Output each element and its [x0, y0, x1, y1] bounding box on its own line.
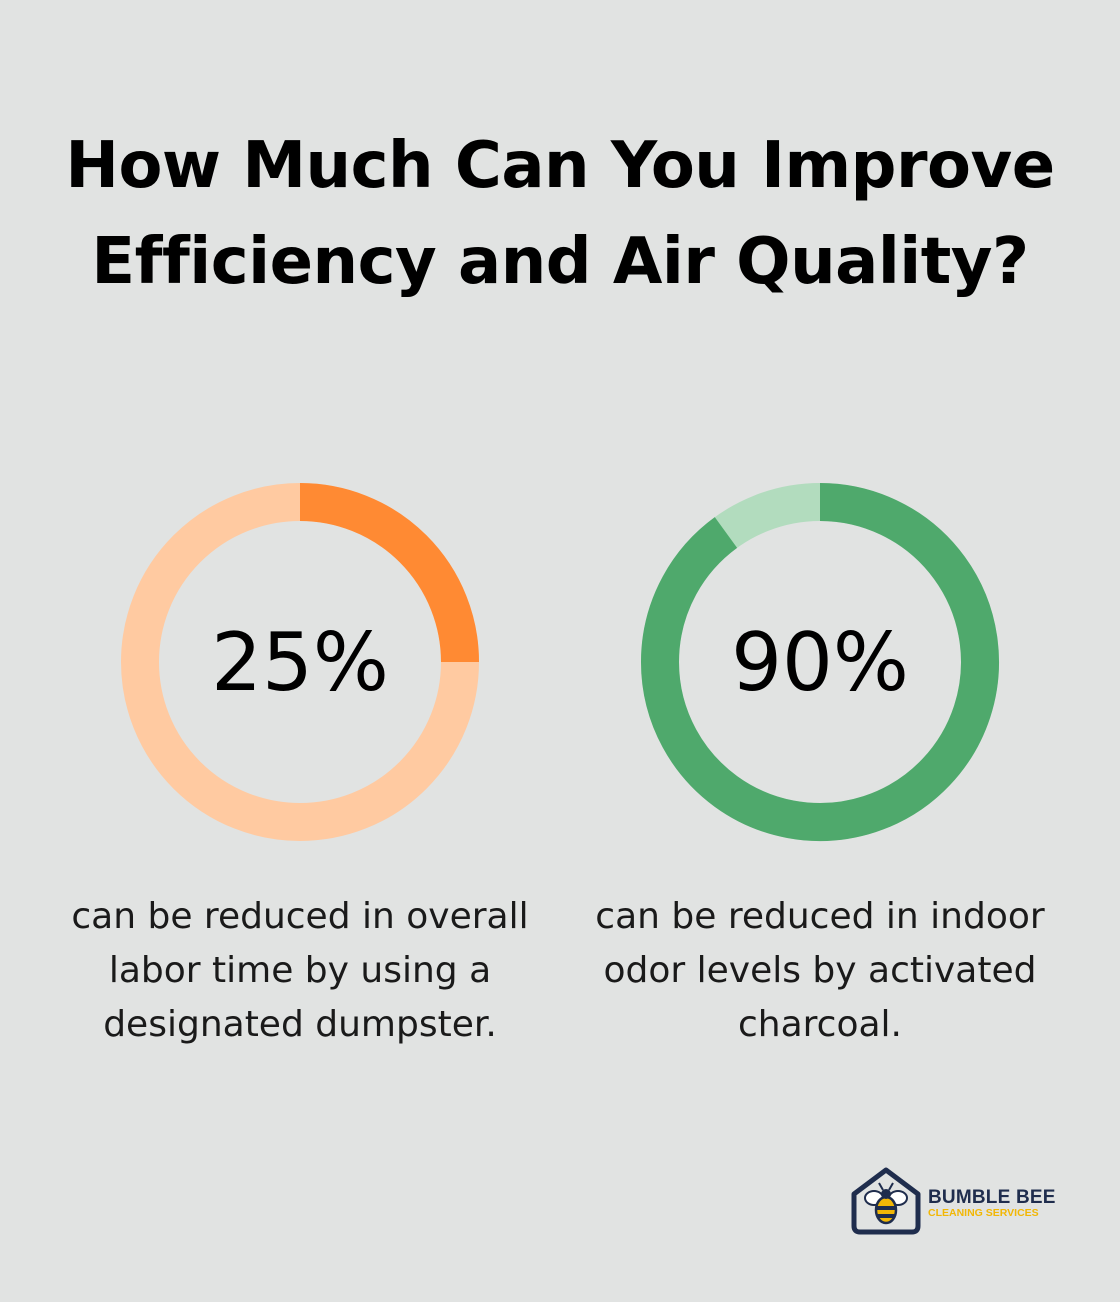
donut-value-arc: [641, 483, 999, 841]
donut-value-arc: [299, 483, 479, 663]
page-title: How Much Can You Improve Efficiency and …: [65, 129, 1055, 299]
donut-chart-labor-time: 25%: [108, 470, 492, 854]
donut-percent-label: 90%: [731, 616, 909, 709]
caption-odor-levels: can be reduced in indoor odor levels by …: [595, 896, 1045, 1045]
donut-percent-label: 25%: [211, 616, 389, 709]
company-logo: BUMBLE BEE CLEANING SERVICES: [848, 1164, 1068, 1236]
donut-svg-labor-time: 25%: [121, 483, 479, 841]
logo-name-line2: CLEANING SERVICES: [928, 1207, 1039, 1219]
donut-chart-odor-levels: 90%: [628, 470, 1012, 854]
donut-svg-odor-levels: 90%: [641, 483, 999, 841]
logo-wordmark: BUMBLE BEE CLEANING SERVICES: [928, 1188, 1056, 1220]
bee-house-icon: [851, 1167, 921, 1235]
caption-labor-time: can be reduced in overall labor time by …: [71, 896, 529, 1045]
logo-name-line1: BUMBLE BEE: [928, 1187, 1056, 1208]
